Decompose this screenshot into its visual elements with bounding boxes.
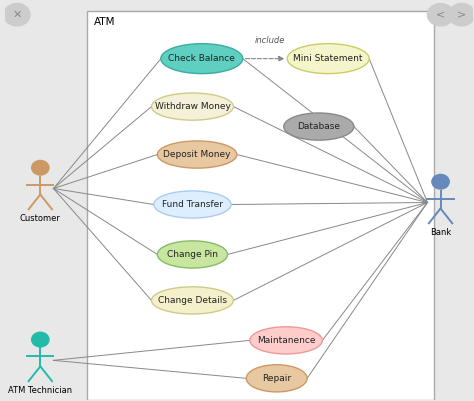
Text: include: include [255,36,285,45]
Text: ATM: ATM [94,17,116,27]
Text: >: > [457,10,466,20]
Circle shape [4,4,30,26]
Text: ATM Technician: ATM Technician [8,386,73,395]
Text: Bank: Bank [430,229,451,237]
Ellipse shape [284,113,354,140]
Ellipse shape [161,44,243,74]
Text: Check Balance: Check Balance [168,54,235,63]
Circle shape [448,4,474,26]
Text: Change Pin: Change Pin [167,250,218,259]
Text: Fund Transfer: Fund Transfer [162,200,223,209]
Text: Database: Database [297,122,340,131]
Circle shape [31,332,50,348]
Text: Change Details: Change Details [158,296,227,305]
Ellipse shape [287,44,369,74]
Ellipse shape [154,191,231,218]
Ellipse shape [152,287,233,314]
Text: ✕: ✕ [12,10,22,20]
Circle shape [31,160,50,176]
Text: Repair: Repair [262,374,291,383]
Text: Withdraw Money: Withdraw Money [155,102,230,111]
Circle shape [428,4,454,26]
Text: Maintanence: Maintanence [257,336,315,345]
Text: Deposit Money: Deposit Money [164,150,231,159]
Ellipse shape [157,141,237,168]
Ellipse shape [246,365,307,392]
Text: Mini Statement: Mini Statement [293,54,363,63]
Circle shape [431,174,450,190]
Ellipse shape [152,93,233,120]
Text: <: < [436,10,445,20]
Ellipse shape [250,327,322,354]
FancyBboxPatch shape [87,11,434,400]
Text: Customer: Customer [20,215,61,223]
Ellipse shape [157,241,228,268]
